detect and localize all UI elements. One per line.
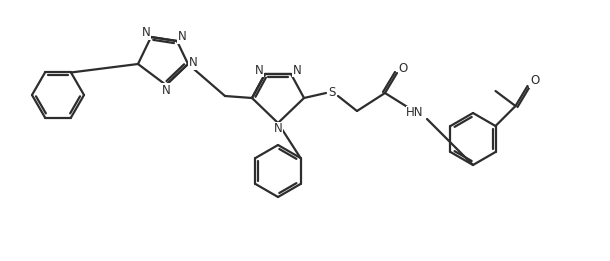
Text: N: N <box>274 122 282 135</box>
Text: N: N <box>142 27 151 39</box>
Text: N: N <box>162 84 170 97</box>
Text: N: N <box>254 63 264 76</box>
Text: HN: HN <box>406 106 424 120</box>
Text: O: O <box>398 62 407 74</box>
Text: S: S <box>328 86 336 99</box>
Text: N: N <box>178 31 187 44</box>
Text: N: N <box>293 63 301 76</box>
Text: O: O <box>530 74 539 87</box>
Text: N: N <box>188 56 198 69</box>
